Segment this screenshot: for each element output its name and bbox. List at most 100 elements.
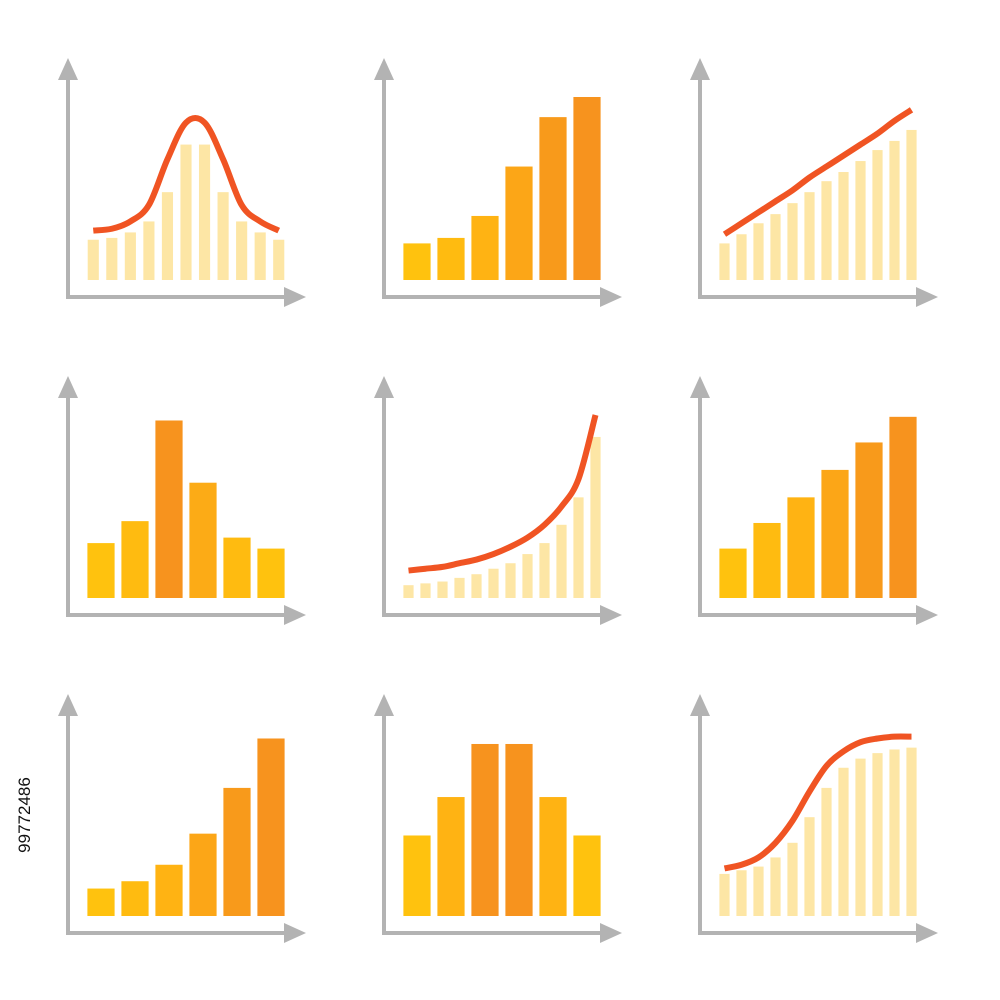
y-arrow [374, 376, 394, 398]
bar [573, 97, 601, 280]
y-arrow [58, 376, 78, 398]
bar [217, 192, 229, 280]
bar [257, 738, 285, 916]
bar [155, 420, 183, 598]
bar [787, 842, 798, 916]
bar [719, 548, 747, 598]
chart-icon [690, 376, 938, 625]
y-arrow [58, 58, 78, 80]
x-arrow [600, 923, 622, 943]
bar [539, 117, 567, 280]
bar [736, 234, 747, 280]
y-arrow [690, 376, 710, 398]
bar [906, 129, 917, 280]
bar [254, 232, 266, 280]
y-arrow [58, 694, 78, 716]
bar [719, 873, 730, 916]
bar [121, 521, 149, 598]
bar [906, 747, 917, 916]
bar [403, 835, 431, 916]
trend-line [723, 733, 912, 872]
bar [437, 581, 448, 598]
bar [198, 144, 211, 280]
bar [505, 166, 533, 280]
bar [821, 787, 832, 916]
bar [590, 436, 601, 598]
bar [420, 583, 431, 598]
x-arrow [916, 923, 938, 943]
bar [236, 221, 248, 280]
bar [855, 442, 883, 598]
bar [736, 870, 747, 916]
bar [573, 497, 584, 598]
bar [471, 743, 499, 916]
bar [753, 522, 781, 598]
bar [87, 239, 99, 280]
image-id: 99772486 [15, 777, 34, 853]
x-arrow [916, 605, 938, 625]
trend-line [722, 107, 914, 237]
bar [855, 758, 866, 916]
bar [855, 161, 866, 280]
bar [403, 243, 431, 280]
bar [556, 524, 567, 598]
bar [539, 797, 567, 916]
bar [437, 237, 465, 280]
bar [87, 888, 115, 916]
bar [505, 743, 533, 916]
bar [804, 817, 815, 916]
chart-icon [58, 376, 306, 625]
chart-icon [374, 694, 622, 943]
chart-icon [690, 58, 938, 307]
y-arrow [374, 694, 394, 716]
bar [189, 482, 217, 598]
bar [889, 140, 900, 280]
bar [889, 749, 900, 916]
chart-icon [690, 694, 938, 943]
x-arrow [600, 605, 622, 625]
bar [471, 574, 482, 598]
bar [403, 585, 414, 598]
bar [143, 221, 155, 280]
bar [821, 469, 849, 598]
x-arrow [284, 923, 306, 943]
bar [155, 864, 183, 916]
bar [471, 215, 499, 280]
bar [437, 797, 465, 916]
bar [180, 144, 192, 280]
x-arrow [284, 287, 306, 307]
bar [454, 577, 465, 598]
y-arrow [374, 58, 394, 80]
bar [505, 563, 516, 598]
bar [522, 554, 533, 598]
y-arrow [690, 58, 710, 80]
bar [804, 192, 815, 280]
bar [124, 232, 136, 280]
bar [223, 537, 251, 598]
y-arrow [690, 694, 710, 716]
x-arrow [600, 287, 622, 307]
trend-line [408, 414, 599, 574]
bar [889, 416, 917, 598]
bar [838, 767, 849, 916]
bar [257, 548, 285, 598]
bar [189, 833, 217, 916]
bar [872, 753, 883, 916]
bar [223, 787, 251, 916]
bar [787, 497, 815, 598]
chart-icon [374, 58, 622, 307]
bar [770, 214, 781, 280]
bar [573, 835, 601, 916]
trend-line [92, 115, 281, 234]
bar [273, 239, 285, 280]
bar [872, 150, 883, 280]
bar [753, 866, 764, 916]
bar [87, 543, 115, 598]
bar [719, 243, 730, 280]
bar [753, 223, 764, 280]
bar [161, 192, 174, 280]
chart-icon [374, 376, 622, 625]
bar [821, 181, 832, 280]
bar [838, 172, 849, 280]
